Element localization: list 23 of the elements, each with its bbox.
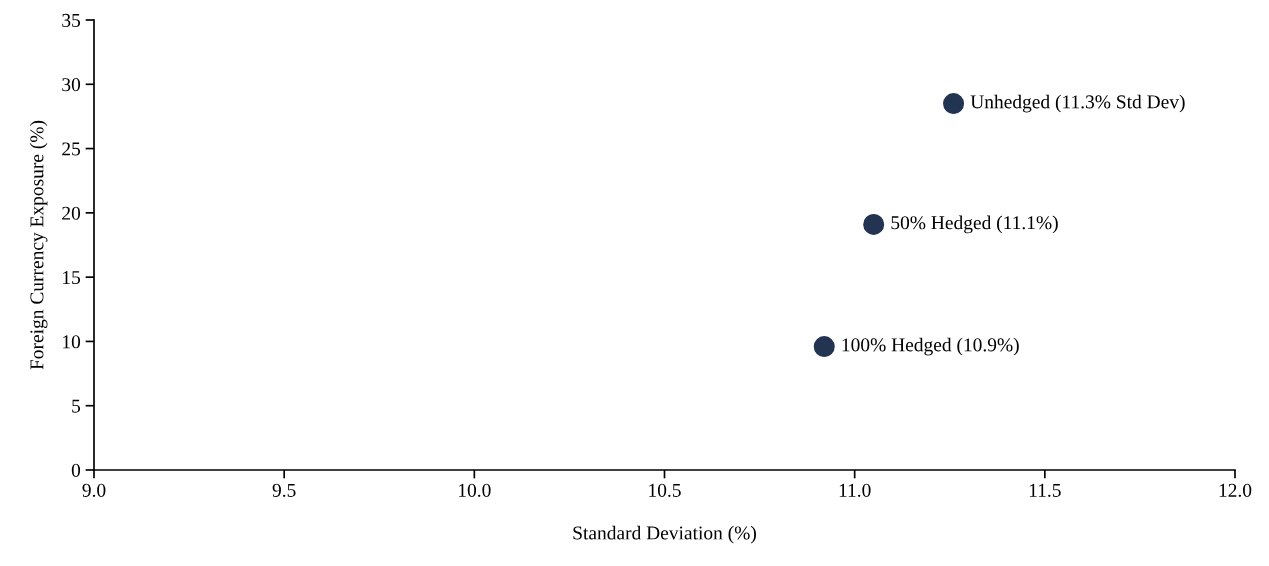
x-tick-label: 10.0	[459, 483, 491, 497]
y-tick-label: 20	[62, 206, 81, 220]
y-tick-label: 5	[72, 399, 81, 413]
x-tick-label: 12.0	[1219, 483, 1252, 497]
annotation: 100% Hedged (10.9%)	[842, 337, 1019, 356]
x-tick-label: 11.0	[839, 483, 871, 497]
x-tick-label: 9.5	[272, 483, 296, 497]
y-tick-label: 15	[63, 271, 81, 285]
x-tick-label: 11.5	[1029, 483, 1061, 497]
point	[943, 93, 965, 115]
y-tick-label: 25	[62, 142, 81, 156]
y-axis-title: Foreign Currency Exposure (%)	[29, 120, 48, 370]
y-tick-label: 10	[63, 335, 81, 349]
annotation: Unhedged (11.3% Std Dev)	[970, 94, 1185, 113]
annotation: 50% Hedged (11.1%)	[891, 215, 1058, 234]
point	[863, 213, 885, 235]
x-axis-title: Standard Deviation (%)	[573, 525, 756, 544]
x-tick-label: 10.5	[649, 483, 681, 497]
y-tick-label: 35	[62, 13, 81, 27]
x-tick-label: 9.0	[82, 483, 106, 497]
y-tick-label: 30	[62, 78, 81, 92]
y-tick-label: 0	[71, 463, 81, 477]
point	[813, 336, 835, 358]
